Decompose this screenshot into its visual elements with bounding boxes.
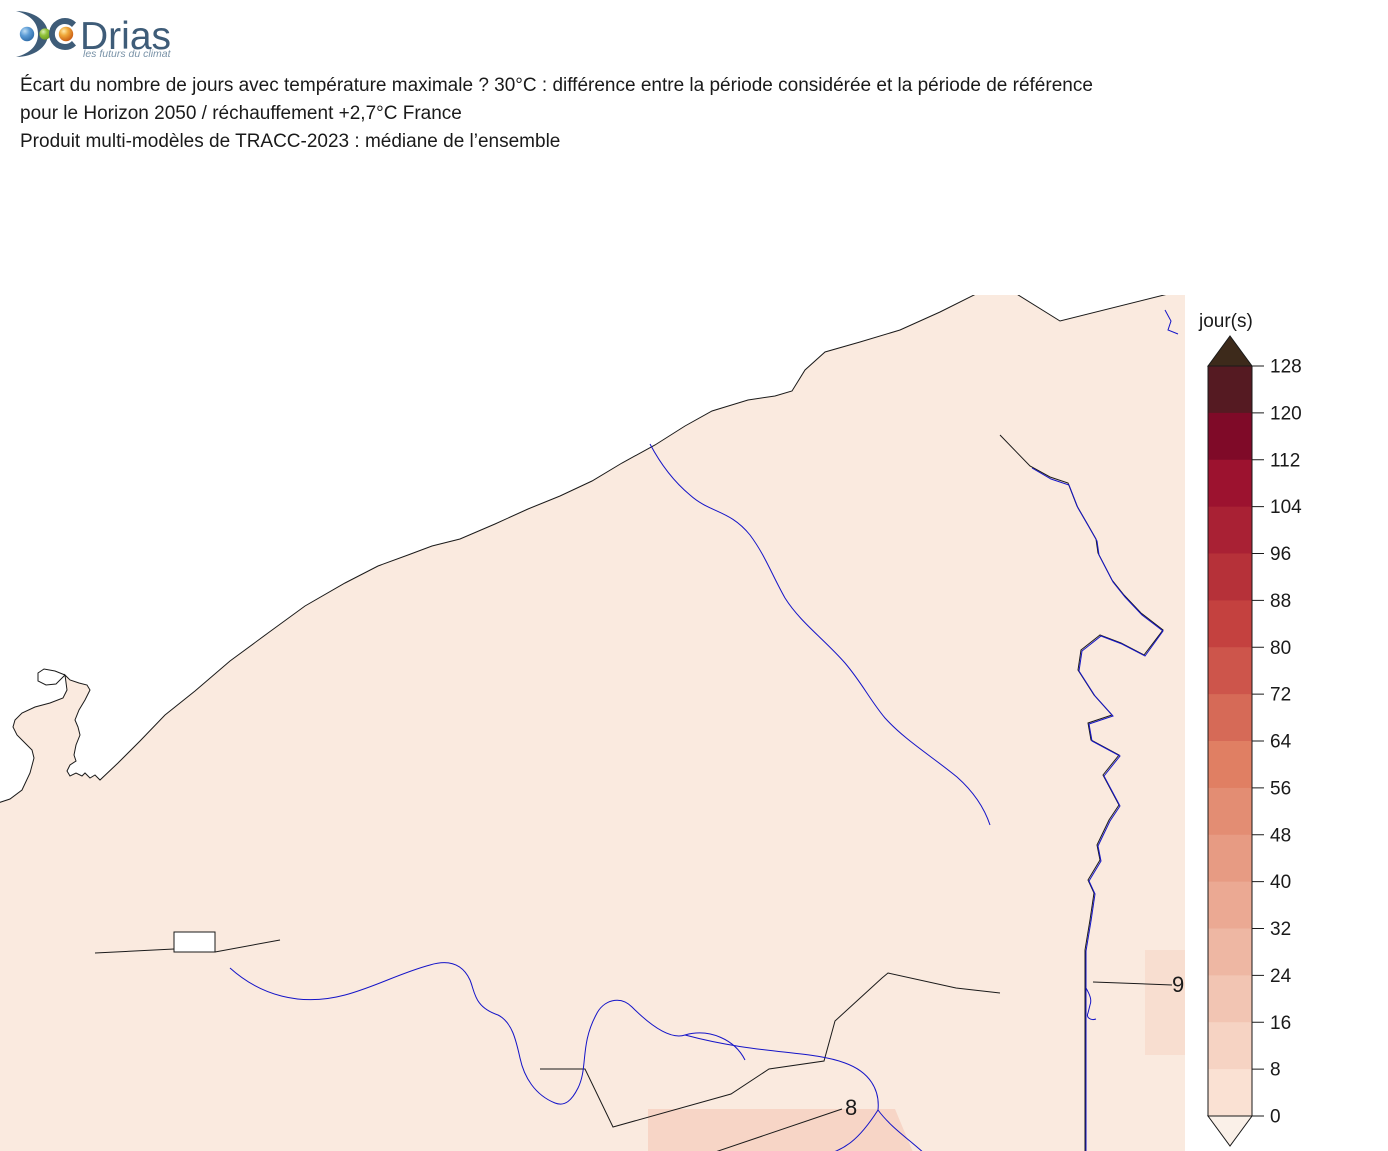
svg-text:112: 112 [1270, 450, 1300, 471]
svg-text:40: 40 [1270, 872, 1291, 893]
svg-text:16: 16 [1270, 1013, 1291, 1034]
svg-text:32: 32 [1270, 919, 1291, 940]
svg-text:0: 0 [1270, 1107, 1281, 1128]
svg-text:64: 64 [1270, 732, 1292, 753]
svg-text:24: 24 [1270, 966, 1292, 987]
svg-text:72: 72 [1270, 685, 1291, 706]
svg-text:les futurs du climat: les futurs du climat [83, 48, 172, 58]
svg-text:128: 128 [1270, 357, 1302, 378]
svg-text:8: 8 [1270, 1060, 1281, 1081]
svg-text:120: 120 [1270, 403, 1302, 424]
svg-text:80: 80 [1270, 638, 1291, 659]
svg-text:88: 88 [1270, 591, 1291, 612]
svg-text:96: 96 [1270, 544, 1291, 565]
svg-text:9: 9 [1172, 972, 1184, 997]
svg-text:48: 48 [1270, 825, 1291, 846]
svg-text:jour(s): jour(s) [1198, 311, 1253, 332]
svg-text:56: 56 [1270, 778, 1291, 799]
svg-text:104: 104 [1270, 497, 1302, 518]
svg-text:8: 8 [845, 1095, 857, 1120]
